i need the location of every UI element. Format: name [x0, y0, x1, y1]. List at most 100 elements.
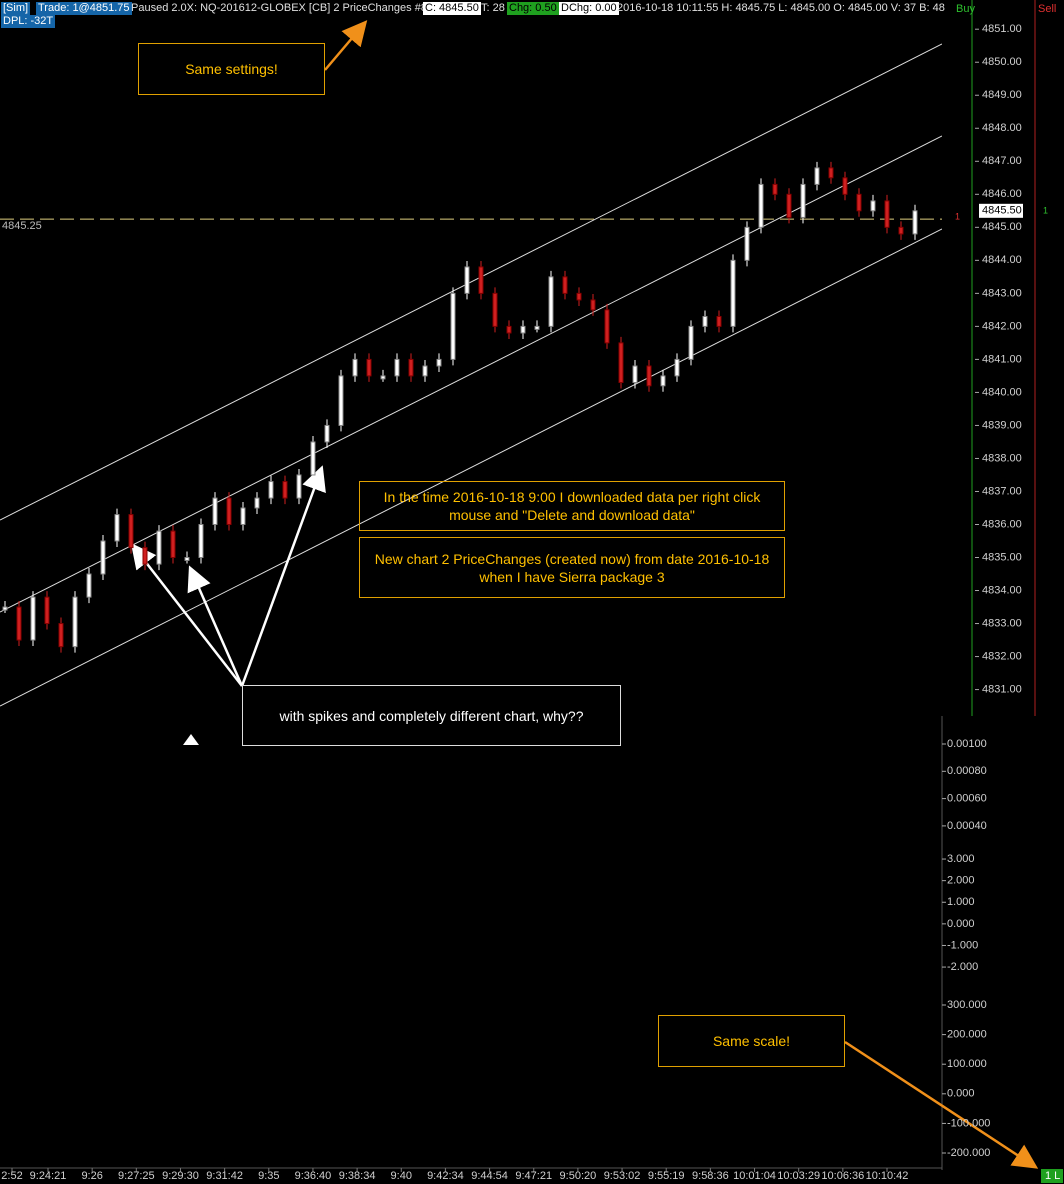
- bar: [114, 514, 120, 542]
- x-tick-label: 9:38:34: [339, 1170, 376, 1182]
- y-tick-label: 4839.00: [982, 419, 1022, 431]
- y-tick-label: 4836.00: [982, 518, 1022, 530]
- change-badge: Chg: 0.50: [507, 2, 559, 15]
- x-tick-label: 9:27:25: [118, 1170, 155, 1182]
- bar: [870, 200, 876, 212]
- bar: [296, 474, 302, 499]
- bar: [422, 365, 428, 377]
- y-tick-label: -200.000: [947, 1147, 990, 1159]
- bar: [408, 358, 414, 377]
- bar: [646, 365, 652, 387]
- bar: [912, 210, 918, 235]
- x-tick-label: 10:10:42: [866, 1170, 909, 1182]
- buy-count: 1: [955, 211, 960, 221]
- bar: [506, 325, 512, 334]
- x-tick-label: 10:01:04: [733, 1170, 776, 1182]
- note: In the time 2016-10-18 9:00 I downloaded…: [359, 481, 785, 531]
- bar: [576, 292, 582, 301]
- bar: [800, 183, 806, 218]
- bar: [156, 530, 162, 565]
- y-tick-label: -2.000: [947, 961, 978, 973]
- bar: [492, 292, 498, 327]
- bar: [562, 276, 568, 294]
- panel-axis: 300.000 200.000 100.000 0.000 -100.000 -200.0…: [942, 999, 990, 1159]
- y-tick-label: 0.00080: [947, 765, 987, 777]
- y-tick-label: 4841.00: [982, 353, 1022, 365]
- y-tick-label: 4837.00: [982, 485, 1022, 497]
- bar: [702, 315, 708, 327]
- x-tick-label: 10:03:29: [777, 1170, 820, 1182]
- trade-badge: Trade: 1@4851.75: [36, 2, 132, 15]
- bar: [674, 358, 680, 377]
- bar: [100, 540, 106, 575]
- channel: [0, 43, 942, 707]
- arrow: [240, 465, 326, 687]
- note: New chart 2 PriceChanges (created now) f…: [359, 537, 785, 598]
- x-tick-label: 9:50:20: [560, 1170, 597, 1182]
- bar: [464, 266, 470, 294]
- y-tick-label: 1.000: [947, 896, 975, 908]
- current-price-box: [979, 203, 1023, 218]
- bar: [254, 497, 260, 509]
- y-tick-label: 4838.00: [982, 452, 1022, 464]
- x-tick-label: 9:44:54: [471, 1170, 508, 1182]
- arrow: [130, 543, 243, 687]
- close-badge: C: 4845.50: [423, 2, 481, 15]
- bar: [142, 547, 148, 565]
- bar: [310, 441, 316, 476]
- bar: [856, 193, 862, 212]
- x-tick-label: 2:52: [1, 1170, 22, 1182]
- dchange-badge: DChg: 0.00: [559, 2, 619, 15]
- current-price: 4845.50: [982, 205, 1022, 217]
- bar: [688, 325, 694, 360]
- y-tick-label: 0.000: [947, 918, 975, 930]
- arrow: [324, 20, 368, 71]
- y-tick-label: 4832.00: [982, 650, 1022, 662]
- bar: [268, 481, 274, 499]
- bar: [478, 266, 484, 294]
- channel-line: [0, 43, 942, 521]
- bar: [758, 183, 764, 228]
- y-tick-label: 2.000: [947, 875, 975, 887]
- x-tick-label: 9:31:42: [206, 1170, 243, 1182]
- bar: [450, 292, 456, 360]
- sell-label: Sell: [1038, 3, 1056, 15]
- bars: [2, 161, 918, 653]
- bar: [128, 514, 134, 549]
- y-tick-label: 3.000: [947, 853, 975, 865]
- x-tick-label: 9:40: [391, 1170, 412, 1182]
- y-tick-label: 4843.00: [982, 287, 1022, 299]
- stats: 2016-10-18 10:11:55 H: 4845.75 L: 4845.0…: [617, 2, 945, 14]
- y-tick-label: 4849.00: [982, 89, 1022, 101]
- bar: [324, 424, 330, 443]
- bar: [534, 325, 540, 330]
- y-tick-label: 4833.00: [982, 617, 1022, 629]
- bar: [30, 596, 36, 641]
- bar: [842, 177, 848, 195]
- note: Same scale!: [658, 1015, 845, 1067]
- bar: [44, 596, 50, 625]
- y-tick-label: 4844.00: [982, 254, 1022, 266]
- y-tick-label: 4851.00: [982, 23, 1022, 35]
- bar: [632, 365, 638, 384]
- bar: [72, 596, 78, 648]
- y-tick-label: 4845.00: [982, 221, 1022, 233]
- bar: [86, 573, 92, 598]
- bar: [212, 497, 218, 525]
- ticks: T: 28: [481, 2, 505, 14]
- chart-info: Paused 2.0X: NQ-201612-GLOBEX [CB] 2 Pri…: [131, 2, 427, 14]
- dpl-badge: DPL: -32T: [1, 15, 56, 28]
- x-tick-label: 9:47:21: [515, 1170, 552, 1182]
- sim-badge: [Sim]: [1, 2, 31, 15]
- bar: [520, 325, 526, 334]
- x-tick-label: 9:29:30: [162, 1170, 199, 1182]
- x-tick-label: 9:35: [258, 1170, 279, 1182]
- bar: [338, 375, 344, 426]
- bar: [744, 226, 750, 261]
- panel-axis: 0.00100 0.00080 0.00060 0.00040: [942, 738, 987, 830]
- bar: [660, 375, 666, 387]
- bar: [716, 315, 722, 327]
- y-tick-label: 0.00060: [947, 793, 987, 805]
- bar: [772, 183, 778, 195]
